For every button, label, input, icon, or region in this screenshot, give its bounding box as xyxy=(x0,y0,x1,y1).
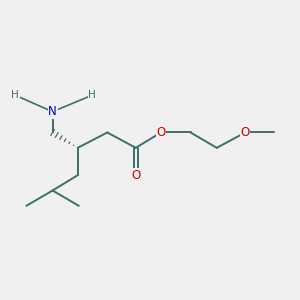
Text: O: O xyxy=(131,169,140,182)
Text: H: H xyxy=(11,90,19,100)
Text: O: O xyxy=(156,126,166,139)
Text: O: O xyxy=(241,126,250,139)
Text: H: H xyxy=(88,90,96,100)
Text: N: N xyxy=(48,105,57,118)
